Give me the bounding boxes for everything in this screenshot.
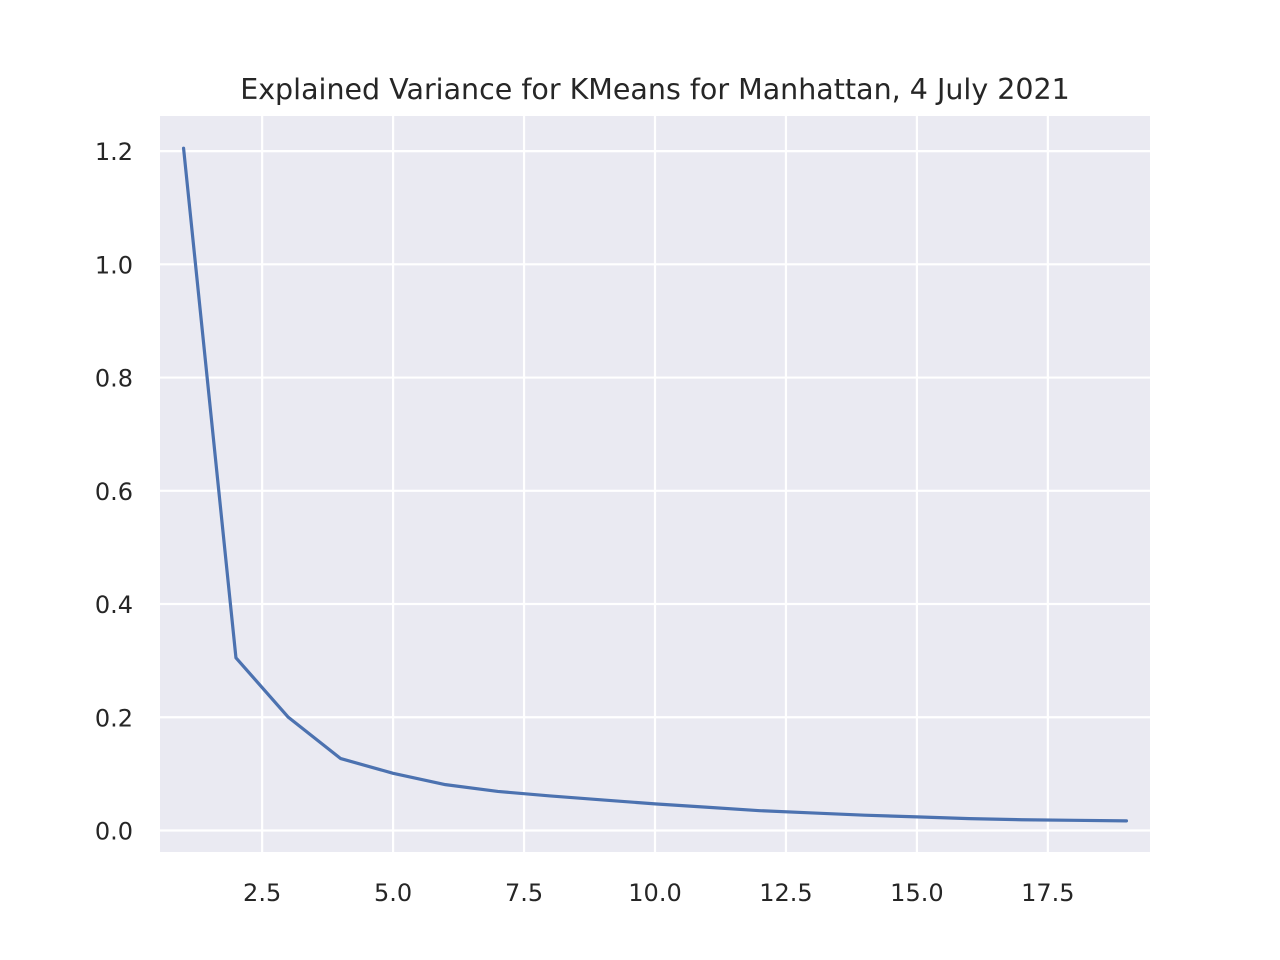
y-axis-ticks: 0.0 0.2 0.4 0.6 0.8 1.0 1.2 (95, 138, 133, 845)
x-tick-label: 15.0 (890, 879, 943, 907)
series-layer (181, 146, 1129, 823)
x-tick-label: 12.5 (759, 879, 812, 907)
x-axis-ticks: 2.5 5.0 7.5 10.0 12.5 15.0 17.5 (243, 879, 1075, 907)
x-tick-label: 10.0 (628, 879, 681, 907)
y-tick-label: 0.8 (95, 365, 133, 393)
x-tick-label: 7.5 (505, 879, 543, 907)
x-tick-label: 2.5 (243, 879, 281, 907)
x-tick-label: 17.5 (1021, 879, 1074, 907)
y-tick-label: 1.2 (95, 138, 133, 166)
y-tick-label: 0.6 (95, 478, 133, 506)
y-gridlines (160, 150, 1150, 832)
y-tick-label: 0.2 (95, 704, 133, 732)
y-tick-label: 1.0 (95, 251, 133, 279)
x-gridlines (261, 116, 1049, 852)
chart-title: Explained Variance for KMeans for Manhat… (240, 73, 1070, 106)
y-tick-label: 0.4 (95, 591, 133, 619)
series-line (181, 146, 1129, 823)
y-tick-label: 0.0 (95, 817, 133, 845)
x-tick-label: 5.0 (374, 879, 412, 907)
